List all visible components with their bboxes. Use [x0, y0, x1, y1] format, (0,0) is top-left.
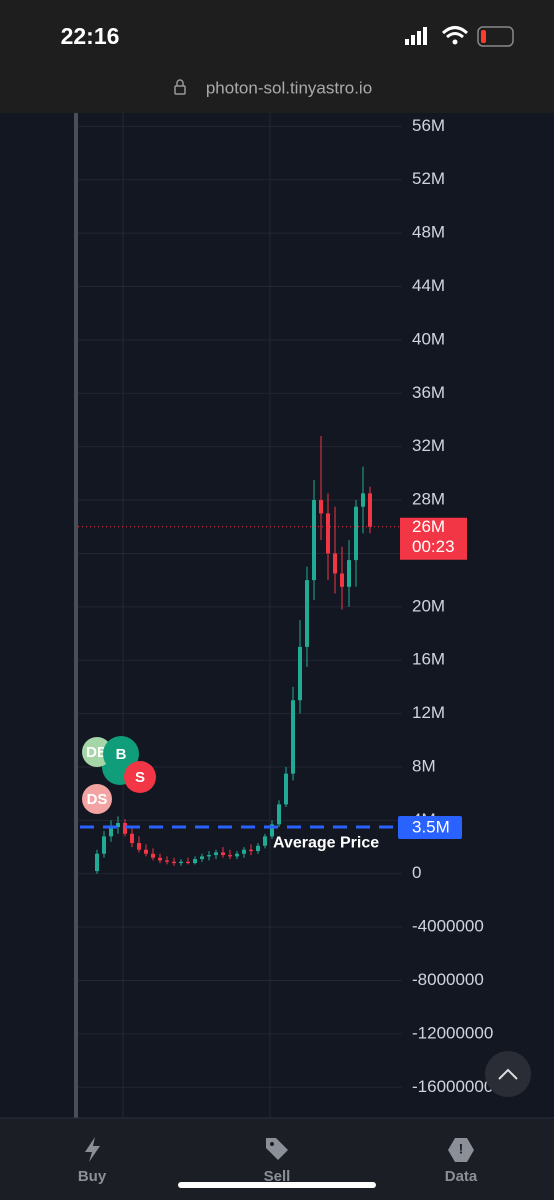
home-indicator	[178, 1182, 376, 1188]
y-tick-label: 48M	[412, 223, 445, 242]
clock: 22:16	[61, 23, 120, 49]
trade-marker-label: DS	[87, 791, 108, 808]
y-tick-label: 36M	[412, 383, 445, 402]
candle-body	[319, 500, 323, 514]
current-price-label: 26M	[412, 517, 445, 536]
average-price-box	[398, 816, 462, 840]
left-edge	[74, 113, 78, 1118]
average-price-value: 3.5M	[412, 818, 450, 837]
candle-body	[326, 513, 330, 554]
candle-body	[214, 852, 218, 856]
candle-body	[158, 857, 162, 861]
sell-icon-hole	[270, 1142, 274, 1146]
y-tick-label: 12M	[412, 703, 445, 722]
wifi-dot	[452, 39, 458, 45]
candle-body	[242, 849, 246, 854]
y-tick-label: 0	[412, 863, 421, 882]
candle-body	[305, 580, 309, 647]
battery-level	[481, 30, 486, 43]
candle-body	[137, 843, 141, 850]
candle-body	[284, 773, 288, 805]
lock-icon	[174, 79, 186, 95]
y-tick-label: 40M	[412, 329, 445, 348]
battery	[477, 26, 514, 47]
y-tick-label: 32M	[412, 436, 445, 455]
chart: 56M52M48M44M40M36M32M28M24M20M16M12M8M4M…	[78, 116, 493, 1096]
countdown: 00:23	[412, 537, 455, 556]
candle-body	[130, 833, 134, 844]
trade-marker-label: S	[135, 769, 145, 786]
trade-marker-label: B	[116, 746, 127, 763]
y-tick-label: 20M	[412, 596, 445, 615]
candle-body	[200, 856, 204, 860]
y-tick-label: 44M	[412, 276, 445, 295]
nav-label[interactable]: Sell	[264, 1168, 291, 1185]
y-tick-label: 16M	[412, 650, 445, 669]
candle-body	[165, 860, 169, 862]
trade-marker	[103, 736, 139, 772]
url: photon-sol.tinyastro.io	[206, 78, 372, 97]
candle-body	[333, 553, 337, 574]
scroll-up-button[interactable]	[485, 1051, 531, 1097]
trade-marker-label: DB	[86, 744, 108, 761]
candle-body	[144, 849, 148, 854]
candle-body	[172, 861, 176, 864]
y-tick-label: 52M	[412, 169, 445, 188]
candle-body	[95, 853, 99, 872]
candle-body	[179, 861, 183, 864]
y-tick-label: -4000000	[412, 917, 484, 936]
candle-body	[270, 824, 274, 837]
nav-label[interactable]: Data	[445, 1168, 478, 1185]
y-tick-label: -16000000	[412, 1077, 493, 1096]
candle-body	[277, 804, 281, 825]
candle-body	[368, 493, 372, 527]
candle-body	[109, 827, 113, 837]
y-tick-label: 56M	[412, 116, 445, 135]
candle-body	[221, 852, 225, 856]
candle-body	[207, 855, 211, 857]
top-bar	[0, 0, 554, 113]
candle-body	[291, 700, 295, 774]
candle-body	[256, 845, 260, 852]
y-tick-label: -8000000	[412, 970, 484, 989]
y-tick-label: -12000000	[412, 1023, 493, 1042]
candle-body	[354, 506, 358, 561]
candle-body	[151, 853, 155, 858]
signal	[405, 27, 427, 45]
trade-marker	[124, 761, 156, 793]
nav-label[interactable]: Buy	[78, 1168, 107, 1185]
wifi	[441, 26, 469, 39]
candle-body	[361, 493, 365, 507]
candle-body	[263, 836, 267, 846]
scroll-up-icon	[498, 1068, 518, 1080]
average-price-label: Average Price	[273, 834, 379, 851]
candle-body	[340, 573, 344, 587]
candle-body	[102, 836, 106, 854]
candle-body	[123, 823, 127, 834]
current-price-box	[400, 517, 467, 560]
candle-body	[298, 646, 302, 701]
trade-marker	[82, 784, 112, 814]
data-icon	[448, 1138, 474, 1162]
candle-body	[228, 855, 232, 857]
candle-body	[186, 861, 190, 864]
candle-body	[249, 849, 253, 852]
y-tick-label: 8M	[412, 756, 436, 775]
candle-body	[193, 859, 197, 864]
data-icon-mark: !	[459, 1141, 464, 1157]
candle-body	[235, 853, 239, 857]
candle-body	[347, 560, 351, 587]
y-tick-label: 28M	[412, 490, 445, 509]
buy-icon	[85, 1137, 100, 1162]
candle-body	[312, 500, 316, 581]
candle-body	[116, 823, 120, 828]
